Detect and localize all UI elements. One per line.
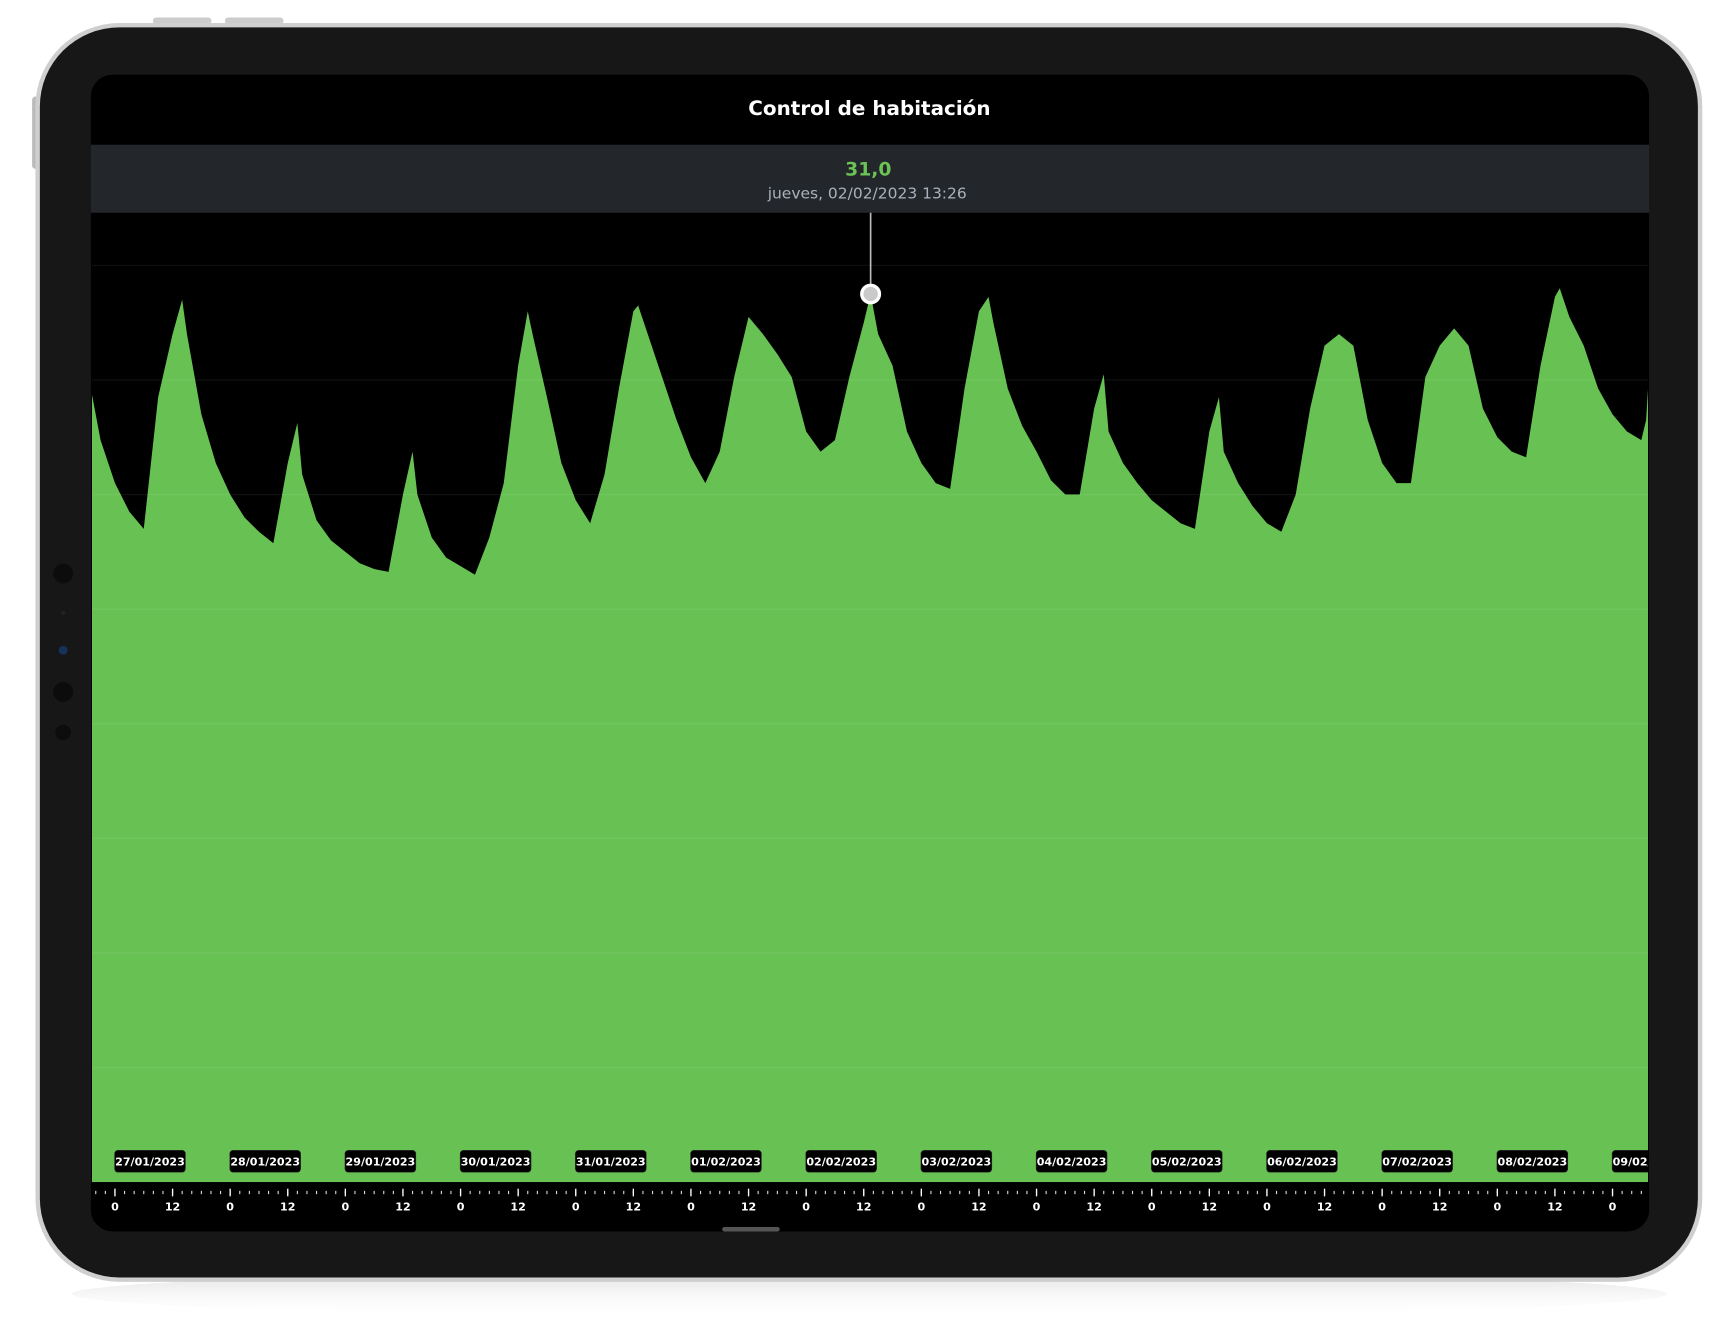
date-label-box bbox=[920, 1150, 993, 1173]
x-tick-label: 12 bbox=[395, 1200, 410, 1213]
x-tick-label: 0 bbox=[572, 1200, 580, 1213]
camera bbox=[58, 645, 68, 655]
x-tick-label: 0 bbox=[917, 1200, 925, 1213]
x-tick-label: 12 bbox=[1432, 1200, 1447, 1213]
axis-strip bbox=[90, 1182, 1650, 1232]
title: Control de habitación bbox=[748, 97, 990, 120]
date-label-box bbox=[1381, 1150, 1453, 1173]
x-tick-label: 0 bbox=[1493, 1200, 1501, 1213]
x-tick-label: 0 bbox=[226, 1200, 234, 1213]
top-button bbox=[224, 17, 284, 25]
x-tick-label: 0 bbox=[342, 1200, 350, 1213]
x-tick-label: 0 bbox=[1378, 1200, 1386, 1213]
sensor bbox=[53, 682, 74, 702]
date-label: 31/01/2023 bbox=[576, 1155, 646, 1168]
x-tick-label: 0 bbox=[457, 1200, 465, 1213]
tooltip-band bbox=[90, 144, 1650, 213]
x-tick-label: 12 bbox=[1086, 1200, 1101, 1213]
sensor bbox=[55, 724, 71, 741]
sensor bbox=[53, 563, 74, 584]
date-label-box bbox=[1611, 1150, 1649, 1173]
date-label-box bbox=[459, 1150, 532, 1173]
highlight-point bbox=[860, 283, 882, 305]
x-tick-label: 12 bbox=[856, 1200, 871, 1213]
date-label-box bbox=[229, 1150, 301, 1173]
date-label: 06/02/2023 bbox=[1267, 1155, 1337, 1168]
x-tick-label: 12 bbox=[1317, 1200, 1332, 1213]
date-label: 30/01/2023 bbox=[461, 1155, 531, 1168]
x-tick-label: 0 bbox=[1609, 1200, 1617, 1213]
x-tick-label: 12 bbox=[280, 1200, 295, 1213]
date-label: 07/02/2023 bbox=[1382, 1155, 1452, 1168]
tooltip-date: jueves, 02/02/2023 13:26 bbox=[767, 185, 967, 203]
x-tick-label: 0 bbox=[1033, 1200, 1041, 1213]
date-label: 02/02/2023 bbox=[806, 1155, 876, 1168]
date-label: 03/02/2023 bbox=[922, 1155, 992, 1168]
date-label-box bbox=[1266, 1150, 1338, 1173]
date-label: 04/02/2023 bbox=[1037, 1155, 1107, 1168]
date-label: 29/01/2023 bbox=[346, 1155, 416, 1168]
x-tick-label: 12 bbox=[510, 1200, 525, 1213]
x-tick-label: 0 bbox=[802, 1200, 810, 1213]
x-tick-label: 12 bbox=[626, 1200, 641, 1213]
x-tick-label: 12 bbox=[741, 1200, 756, 1213]
x-tick-label: 12 bbox=[971, 1200, 986, 1213]
x-tick-label: 0 bbox=[1263, 1200, 1271, 1213]
date-label: 09/02/2023 bbox=[1613, 1155, 1683, 1168]
date-label-box bbox=[1151, 1150, 1223, 1173]
screen: Control de habitación 31,0 jueves, 02/02… bbox=[90, 74, 1683, 1232]
area bbox=[91, 288, 1649, 1183]
date-label: 05/02/2023 bbox=[1152, 1155, 1222, 1168]
x-tick-label: 0 bbox=[1148, 1200, 1156, 1213]
date-label-box bbox=[805, 1150, 877, 1173]
top-button bbox=[152, 17, 212, 25]
date-label: 08/02/2023 bbox=[1498, 1155, 1568, 1168]
date-label-box bbox=[575, 1150, 647, 1173]
tooltip-value: 31,0 bbox=[845, 160, 891, 181]
x-tick-label: 12 bbox=[1547, 1200, 1562, 1213]
date-label-box bbox=[1035, 1150, 1108, 1173]
date-label: 01/02/2023 bbox=[691, 1155, 761, 1168]
date-label-box bbox=[344, 1150, 417, 1173]
home-indicator bbox=[722, 1227, 780, 1232]
x-tick-label: 0 bbox=[687, 1200, 695, 1213]
date-label: 28/01/2023 bbox=[230, 1155, 300, 1168]
date-label: 27/01/2023 bbox=[115, 1155, 185, 1168]
time-axis: 0 12 0 12 0 12 0 12 0 12 0 12 0 12 0 12 0 12 0 12 0 12 0 12 0 12 0 bbox=[95, 1188, 1642, 1213]
x-tick-label: 0 bbox=[111, 1200, 119, 1213]
x-tick-label: 12 bbox=[1202, 1200, 1217, 1213]
date-label-box bbox=[690, 1150, 762, 1173]
sensor bbox=[60, 610, 66, 616]
date-label-box bbox=[114, 1150, 186, 1173]
date-label-box bbox=[1496, 1150, 1569, 1173]
x-tick-label: 12 bbox=[165, 1200, 180, 1213]
